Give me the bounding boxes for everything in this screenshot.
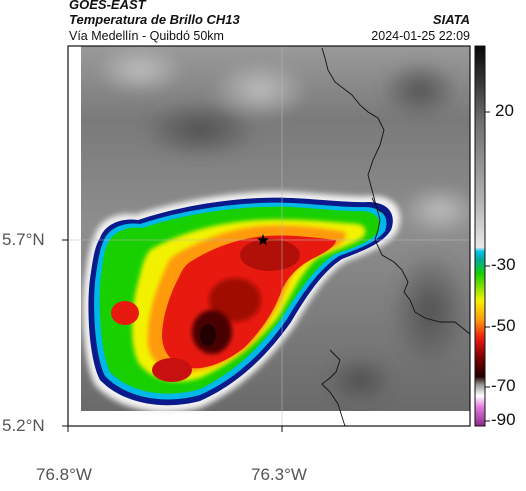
- star-icon: [257, 234, 269, 246]
- lat-label-5-7: 5.7°N: [2, 230, 45, 249]
- department-border: [321, 47, 470, 335]
- storm-cloud: [82, 191, 401, 413]
- map-frame: [67, 45, 471, 427]
- colorbar-label: -90: [491, 410, 516, 429]
- lat-label-5-2: 5.2°N: [2, 416, 45, 435]
- satellite-name: GOES-EAST: [69, 0, 146, 12]
- colorbar-label: -70: [491, 376, 516, 395]
- product-title: Temperatura de Brillo CH13: [69, 12, 240, 27]
- colorbar: [474, 45, 486, 427]
- lon-label-76-8: 76.8°W: [36, 465, 92, 484]
- colorbar-label: -30: [491, 255, 516, 274]
- datetime-label: 2024-01-25 22:09: [371, 29, 470, 43]
- colorbar-label: -50: [491, 316, 516, 335]
- border-segment: [371, 197, 387, 215]
- colorbar-label: 20: [495, 101, 514, 120]
- municipal-border: [321, 349, 346, 426]
- route-subtitle: Vía Medellín - Quibdó 50km: [69, 29, 224, 43]
- brand-label: SIATA: [432, 12, 470, 27]
- lon-label-76-3: 76.3°W: [251, 465, 307, 484]
